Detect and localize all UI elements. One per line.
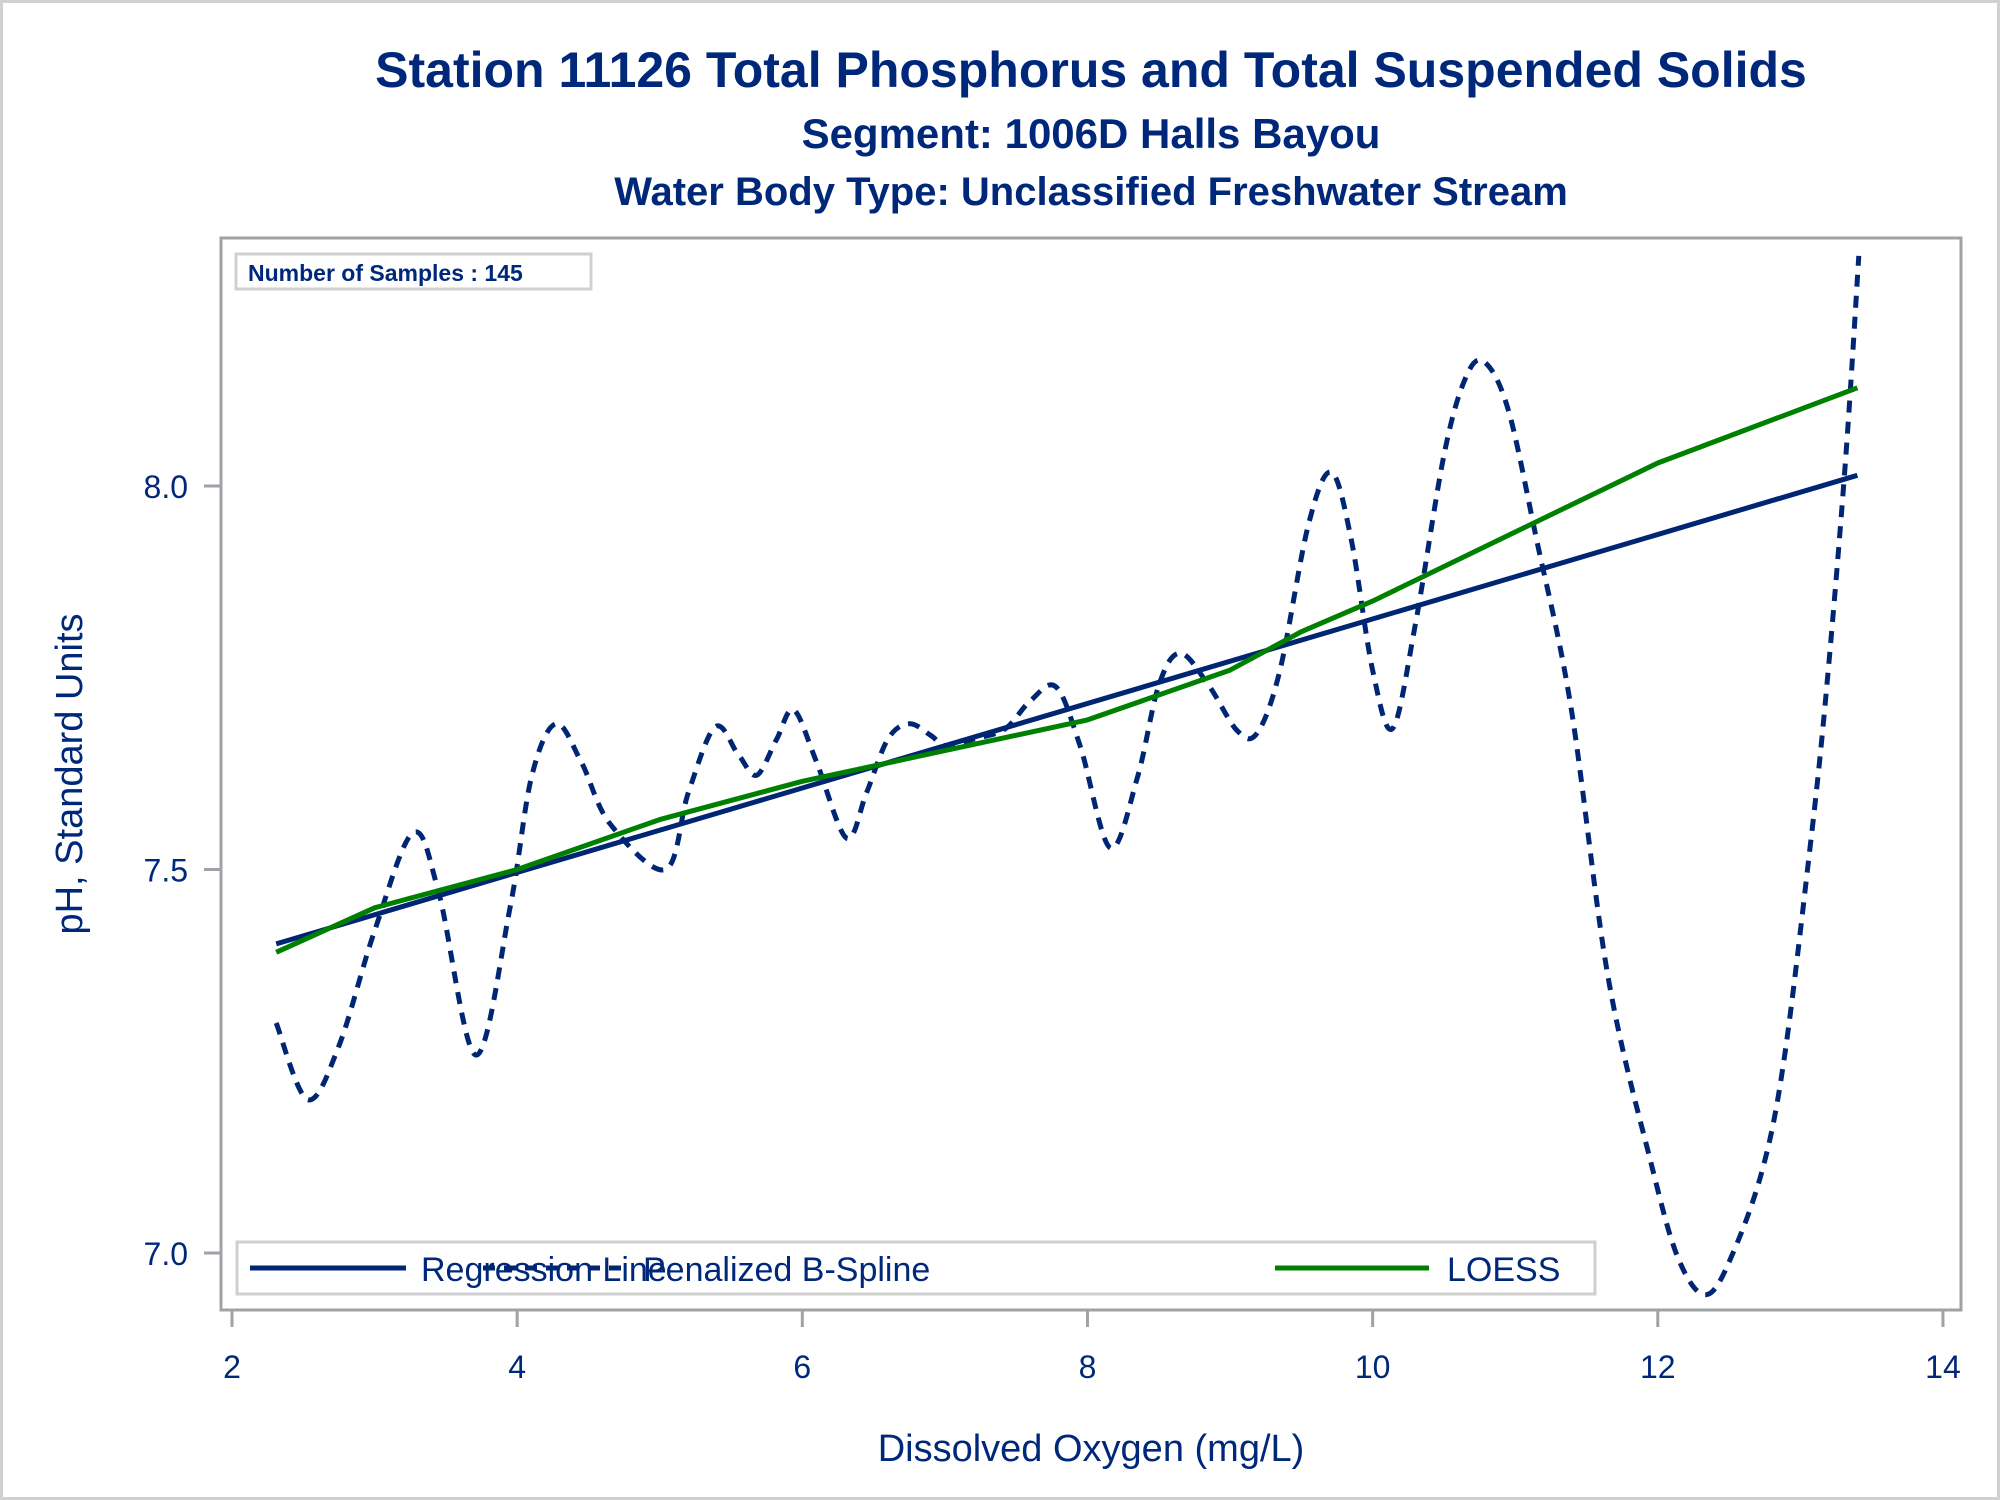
x-tick-label: 6 — [793, 1349, 811, 1385]
x-tick-label: 14 — [1925, 1349, 1961, 1385]
inset-box — [234, 252, 593, 291]
y-axis-label: pH, Standard Units — [49, 613, 91, 934]
y-tick-label: 7.5 — [144, 853, 188, 889]
legend-label-loess: LOESS — [1447, 1251, 1560, 1289]
series-penalized-b-spline — [273, 255, 1862, 1298]
x-tick-label: 2 — [223, 1349, 241, 1385]
chart-subtitle2: Water Body Type: Unclassified Freshwater… — [614, 170, 1568, 214]
legend-label-regression-line: Regression Line — [421, 1251, 667, 1289]
y-tick-label: 7.0 — [144, 1236, 188, 1272]
plot-frame — [219, 236, 1963, 1312]
y-tick-label: 8.0 — [144, 469, 188, 505]
x-axis: 2 4 6 8 10 12 14 — [223, 1310, 1961, 1385]
series-regression-line — [275, 472, 1859, 947]
chart-subtitle: Segment: 1006D Halls Bayou — [802, 110, 1381, 157]
series-loess — [275, 385, 1859, 955]
legend: Regression Line Penalized B-Spline LOESS — [235, 1240, 1597, 1296]
legend-label-penalized-b-spline: Penalized B-Spline — [643, 1251, 930, 1289]
x-tick-label: 10 — [1355, 1349, 1391, 1385]
x-tick-label: 8 — [1079, 1349, 1097, 1385]
x-tick-label: 4 — [508, 1349, 526, 1385]
series-layer — [273, 255, 1862, 1298]
chart-title: Station 11126 Total Phosphorus and Total… — [375, 42, 1807, 98]
inset-sample-count: Number of Samples : 145 — [248, 260, 523, 286]
y-axis: 7.0 7.5 8.0 — [144, 469, 221, 1272]
x-axis-label: Dissolved Oxygen (mg/L) — [878, 1428, 1305, 1470]
x-tick-label: 12 — [1640, 1349, 1676, 1385]
